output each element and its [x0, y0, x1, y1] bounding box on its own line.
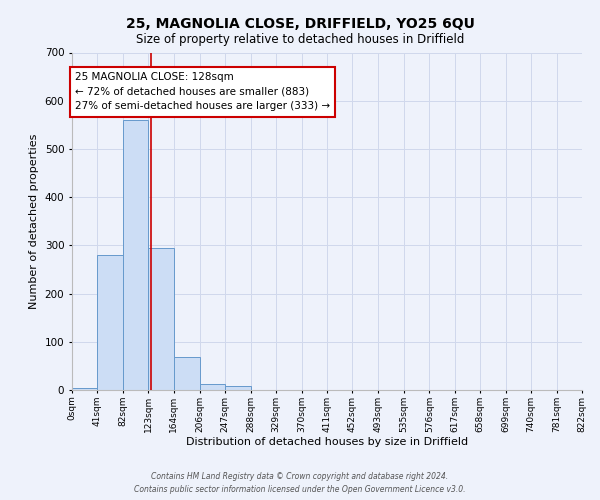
Text: Size of property relative to detached houses in Driffield: Size of property relative to detached ho… — [136, 32, 464, 46]
Bar — [72, 388, 97, 390]
Text: 25 MAGNOLIA CLOSE: 128sqm
← 72% of detached houses are smaller (883)
27% of semi: 25 MAGNOLIA CLOSE: 128sqm ← 72% of detac… — [75, 72, 330, 112]
Bar — [225, 386, 251, 390]
Text: 25, MAGNOLIA CLOSE, DRIFFIELD, YO25 6QU: 25, MAGNOLIA CLOSE, DRIFFIELD, YO25 6QU — [125, 18, 475, 32]
Bar — [148, 248, 174, 390]
Text: Contains HM Land Registry data © Crown copyright and database right 2024.
Contai: Contains HM Land Registry data © Crown c… — [134, 472, 466, 494]
Bar — [200, 384, 225, 390]
Bar — [174, 357, 200, 390]
Bar — [97, 255, 123, 390]
X-axis label: Distribution of detached houses by size in Driffield: Distribution of detached houses by size … — [186, 438, 468, 448]
Bar — [123, 120, 148, 390]
Y-axis label: Number of detached properties: Number of detached properties — [29, 134, 39, 309]
